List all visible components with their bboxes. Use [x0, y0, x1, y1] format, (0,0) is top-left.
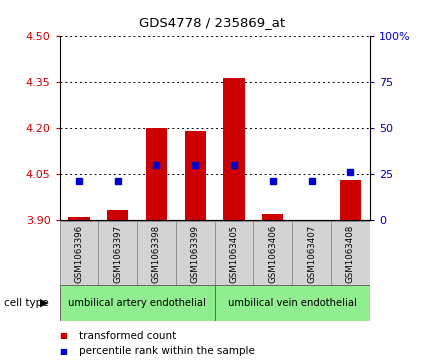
Text: cell type: cell type	[4, 298, 49, 308]
Text: ■: ■	[60, 331, 68, 340]
Bar	[98, 221, 137, 285]
Text: GDS4778 / 235869_at: GDS4778 / 235869_at	[139, 16, 286, 29]
Bar	[262, 213, 283, 220]
Text: umbilical artery endothelial: umbilical artery endothelial	[68, 298, 206, 308]
Bar	[137, 221, 176, 285]
Text: GSM1063406: GSM1063406	[268, 225, 277, 283]
Bar	[107, 211, 128, 220]
Text: percentile rank within the sample: percentile rank within the sample	[79, 346, 255, 356]
Bar	[184, 131, 206, 220]
Bar	[176, 221, 215, 285]
Bar	[60, 285, 215, 321]
Bar	[224, 78, 245, 220]
Text: umbilical vein endothelial: umbilical vein endothelial	[228, 298, 357, 308]
Bar	[60, 221, 98, 285]
Text: GSM1063408: GSM1063408	[346, 225, 355, 283]
Text: GSM1063405: GSM1063405	[230, 225, 238, 283]
Text: GSM1063407: GSM1063407	[307, 225, 316, 283]
Text: ▶: ▶	[40, 298, 49, 308]
Text: GSM1063399: GSM1063399	[191, 225, 200, 283]
Text: GSM1063396: GSM1063396	[74, 225, 83, 283]
Text: transformed count: transformed count	[79, 331, 176, 341]
Bar	[146, 128, 167, 220]
Bar	[331, 221, 370, 285]
Bar	[68, 217, 90, 220]
Text: GSM1063398: GSM1063398	[152, 225, 161, 283]
Text: GSM1063397: GSM1063397	[113, 225, 122, 283]
Text: ■: ■	[60, 347, 68, 355]
Bar	[340, 180, 361, 220]
Bar	[292, 221, 331, 285]
Bar	[215, 221, 253, 285]
Bar	[215, 285, 370, 321]
Bar	[253, 221, 292, 285]
